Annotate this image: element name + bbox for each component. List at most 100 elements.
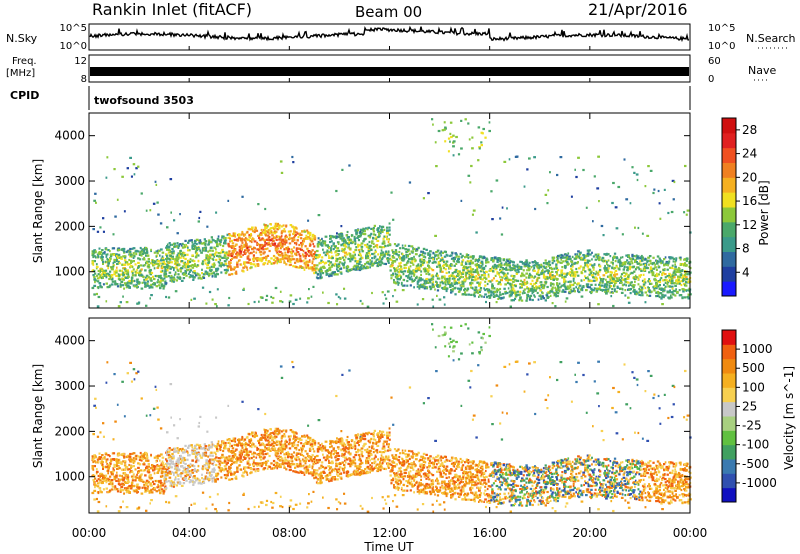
y-tick-label: 4000 <box>54 129 85 143</box>
power-cell <box>315 255 317 258</box>
power-cell <box>527 266 530 269</box>
power-cell <box>129 266 131 269</box>
power-cell <box>643 269 646 272</box>
velocity-cell <box>109 462 112 465</box>
power-cell <box>508 261 511 264</box>
power-cell <box>316 256 319 259</box>
power-cell <box>486 258 489 261</box>
power-cell <box>632 265 635 268</box>
power-cell <box>474 259 477 263</box>
power-cell <box>464 291 467 294</box>
power-cell <box>174 290 178 293</box>
power-cell <box>442 251 444 254</box>
velocity-cell <box>123 492 125 495</box>
power-cell <box>643 278 646 281</box>
power-cell <box>560 271 563 274</box>
power-cell <box>270 262 273 265</box>
power-cell <box>641 256 644 259</box>
power-cell <box>474 270 477 274</box>
power-cell <box>606 267 609 270</box>
power-cell <box>592 289 595 292</box>
velocity-cell <box>102 422 105 425</box>
power-cell <box>520 275 523 278</box>
power-cell <box>428 253 432 256</box>
power-cell <box>372 227 375 230</box>
power-cell <box>622 268 625 271</box>
power-cell <box>119 283 122 286</box>
power-cell <box>273 232 277 235</box>
power-cell <box>458 270 461 273</box>
power-cell <box>496 290 499 293</box>
power-cell <box>608 280 611 284</box>
power-cell <box>589 271 592 274</box>
power-cell <box>167 245 171 248</box>
power-cell <box>596 272 599 275</box>
power-cell <box>182 256 185 259</box>
power-cell <box>343 247 346 250</box>
power-cell <box>421 278 424 281</box>
power-cell <box>271 262 273 265</box>
power-cell <box>381 291 384 294</box>
power-cell <box>264 224 267 227</box>
power-cell <box>302 250 305 253</box>
power-cell <box>494 268 498 271</box>
power-cell <box>443 275 446 278</box>
power-cell <box>292 161 295 164</box>
power-cell <box>148 286 151 289</box>
power-cell <box>583 268 585 271</box>
power-cell <box>208 290 212 294</box>
power-cell <box>364 263 367 266</box>
power-cell <box>260 228 263 232</box>
power-cell <box>564 266 567 270</box>
power-cell <box>292 302 295 306</box>
power-cell <box>597 257 600 260</box>
power-cell <box>349 253 352 256</box>
power-cell <box>219 255 222 258</box>
power-cell <box>206 271 209 274</box>
power-cell <box>542 273 545 276</box>
power-cell <box>475 278 478 281</box>
power-cell <box>449 132 452 135</box>
power-cell <box>340 272 343 275</box>
power-cell <box>378 260 381 264</box>
power-cell <box>223 251 227 254</box>
power-cell <box>187 265 190 268</box>
power-cell <box>413 255 415 258</box>
power-cell <box>577 286 580 289</box>
power-cell <box>432 305 435 308</box>
power-cell <box>386 253 390 256</box>
power-cell <box>114 280 117 283</box>
power-cell <box>348 257 351 261</box>
power-cell <box>526 293 529 296</box>
power-cell <box>272 296 275 300</box>
power-cell <box>204 240 208 243</box>
power-cell <box>604 290 607 293</box>
velocity-cell <box>92 491 94 494</box>
power-cell <box>123 248 125 251</box>
power-cell <box>546 275 549 279</box>
power-cell <box>552 278 555 281</box>
power-cell <box>170 257 172 260</box>
power-cell <box>266 247 269 250</box>
power-cell <box>590 272 593 275</box>
power-cell <box>677 281 681 284</box>
power-cell <box>293 246 295 249</box>
power-cell <box>175 279 178 282</box>
power-cell <box>443 303 446 306</box>
power-cell <box>623 274 627 278</box>
power-cell <box>447 278 449 281</box>
power-cell <box>478 147 481 150</box>
power-cell <box>170 252 172 255</box>
power-cell <box>102 230 105 233</box>
power-cell <box>336 235 338 238</box>
power-cell <box>537 273 541 276</box>
power-cell <box>560 269 564 272</box>
power-cell <box>317 268 320 271</box>
power-cell <box>427 270 430 273</box>
power-cell <box>564 253 567 256</box>
power-cell <box>556 271 558 274</box>
power-cell <box>197 260 200 263</box>
power-cell <box>165 253 167 256</box>
power-cell <box>525 259 528 262</box>
